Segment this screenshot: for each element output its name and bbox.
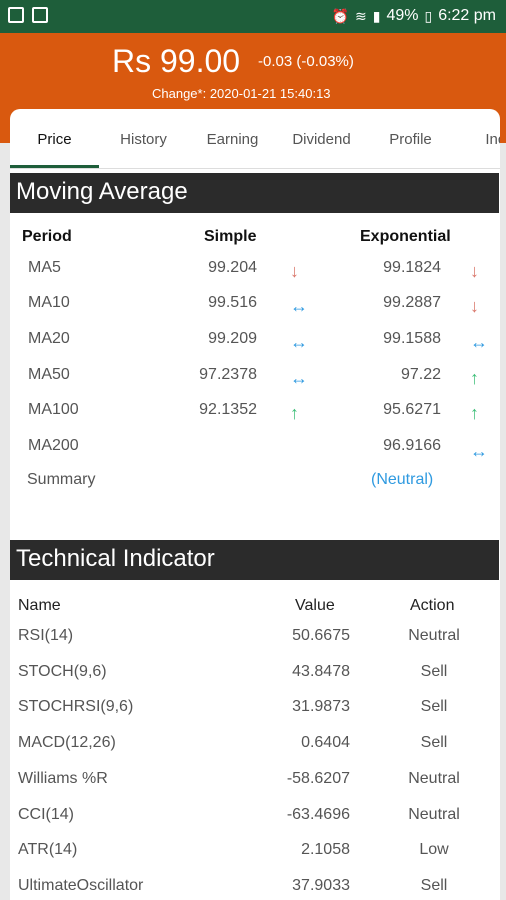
- ma-period: MA10: [28, 294, 70, 311]
- ti-row: STOCH(9,6) 43.8478 Sell: [10, 663, 500, 693]
- indicator-name: RSI(14): [18, 627, 74, 644]
- indicator-action: Sell: [420, 662, 448, 680]
- indicator-name: STOCHRSI(9,6): [18, 698, 134, 716]
- indicator-value: -58.6207: [286, 769, 350, 787]
- current-price: Rs 99.00: [112, 43, 241, 79]
- neutral-arrow-icon: ↔: [470, 332, 488, 352]
- action-header: Action: [410, 597, 455, 614]
- up-arrow-icon: ↑: [290, 403, 299, 423]
- ti-row: CCI(14) -63.4696 Neutral: [10, 806, 500, 836]
- ti-row: UltimateOscillator 37.9033 Sell: [10, 877, 500, 900]
- battery-percent: 49%: [386, 7, 419, 24]
- app-icon: [32, 7, 48, 23]
- image-icon: [8, 7, 24, 23]
- indicator-action: Neutral: [408, 627, 460, 644]
- price-change: -0.03 (-0.03%): [258, 53, 354, 70]
- ma-exponential-value: 99.1824: [383, 259, 441, 276]
- technical-indicator-title: Technical Indicator: [10, 540, 499, 580]
- ma-simple-value: 92.1352: [199, 401, 257, 418]
- ma-row: MA200 96.9166 ↔: [10, 437, 500, 467]
- indicator-value: 50.6675: [292, 627, 350, 644]
- indicator-value: 2.1058: [301, 841, 350, 859]
- indicator-value: 0.6404: [301, 734, 350, 752]
- tab-history[interactable]: History: [120, 131, 167, 148]
- battery-icon: ▯: [424, 7, 433, 24]
- ma-header-row: Period Simple Exponential: [10, 228, 500, 258]
- ma-row: MA5 99.204 99.1824 ↓ ↓: [10, 259, 500, 289]
- indicator-action: Sell: [420, 734, 448, 752]
- status-bar: ⏰ ≋ ▮ 49% ▯ 6:22 pm: [0, 0, 506, 33]
- ma-period: MA200: [28, 437, 79, 454]
- indicator-name: STOCH(9,6): [18, 662, 107, 680]
- tab-price[interactable]: Price: [10, 109, 99, 168]
- ma-summary-row: Summary (Neutral): [10, 471, 500, 501]
- up-arrow-icon: ↑: [470, 403, 479, 423]
- indicator-name: CCI(14): [18, 805, 75, 823]
- alarm-icon: ⏰: [331, 7, 349, 24]
- ma-row: MA10 99.516 99.2887 ↔ ↓: [10, 294, 500, 324]
- neutral-arrow-icon: ↔: [290, 368, 308, 388]
- ma-period: MA100: [28, 401, 79, 418]
- indicator-value: 37.9033: [292, 876, 350, 894]
- simple-header: Simple: [204, 228, 257, 245]
- indicator-action: Sell: [420, 698, 448, 716]
- neutral-arrow-icon: ↔: [470, 441, 488, 461]
- ma-exponential-value: 99.2887: [383, 294, 441, 311]
- ma-exponential-value: 95.6271: [383, 401, 441, 418]
- value-header: Value: [295, 597, 335, 614]
- ma-row: MA20 99.209 99.1588 ↔ ↔: [10, 330, 500, 360]
- ti-row: RSI(14) 50.6675 Neutral: [10, 627, 500, 657]
- ti-row: ATR(14) 2.1058 Low: [10, 841, 500, 871]
- wifi-icon: ≋: [354, 7, 367, 24]
- indicator-action: Low: [419, 841, 449, 859]
- indicator-value: -63.4696: [286, 805, 350, 823]
- period-header: Period: [22, 228, 72, 245]
- indicator-action: Sell: [420, 876, 448, 894]
- ma-simple-value: 99.516: [208, 294, 257, 311]
- indicator-action: Neutral: [408, 769, 460, 787]
- ma-exponential-value: 99.1588: [383, 330, 441, 347]
- down-arrow-icon: ↓: [470, 261, 479, 281]
- ti-row: STOCHRSI(9,6) 31.9873 Sell: [10, 698, 500, 728]
- ma-exponential-value: 96.9166: [383, 437, 441, 454]
- change-timestamp: Change*: 2020-01-21 15:40:13: [152, 86, 331, 101]
- content-card: Price History Earning Dividend Profile I…: [10, 109, 500, 900]
- exponential-header: Exponential: [360, 228, 451, 245]
- ma-simple-value: 99.209: [208, 330, 257, 347]
- indicator-value: 43.8478: [292, 662, 350, 680]
- up-arrow-icon: ↑: [470, 368, 479, 388]
- neutral-arrow-icon: ↔: [290, 296, 308, 316]
- summary-label: Summary: [27, 471, 96, 488]
- summary-value: (Neutral): [371, 471, 434, 488]
- indicator-action: Neutral: [408, 805, 460, 823]
- tab-profile[interactable]: Profile: [389, 131, 432, 148]
- down-arrow-icon: ↓: [290, 261, 299, 281]
- name-header: Name: [18, 597, 61, 614]
- ma-period: MA20: [28, 330, 70, 347]
- ma-period: MA5: [28, 259, 61, 276]
- ti-row: MACD(12,26) 0.6404 Sell: [10, 734, 500, 764]
- signal-icon: ▮: [372, 7, 381, 24]
- indicator-name: Williams %R: [18, 769, 108, 787]
- ma-row: MA100 92.1352 95.6271 ↑ ↑: [10, 401, 500, 431]
- ma-exponential-value: 97.22: [400, 366, 441, 383]
- moving-average-title: Moving Average: [10, 173, 499, 213]
- ma-simple-value: 97.2378: [199, 366, 257, 383]
- ma-simple-value: 99.204: [208, 259, 257, 276]
- indicator-name: ATR(14): [18, 841, 78, 859]
- tab-dividend[interactable]: Dividend: [292, 131, 351, 148]
- indicator-value: 31.9873: [292, 698, 350, 716]
- tab-earning[interactable]: Earning: [206, 131, 259, 148]
- indicator-name: MACD(12,26): [18, 734, 116, 752]
- ti-header-row: Name Value Action: [10, 597, 500, 627]
- ti-row: Williams %R -58.6207 Neutral: [10, 770, 500, 800]
- neutral-arrow-icon: ↔: [290, 332, 308, 352]
- ma-period: MA50: [28, 366, 70, 383]
- clock: 6:22 pm: [438, 7, 496, 24]
- tab-income[interactable]: Inco: [485, 131, 500, 148]
- indicator-name: UltimateOscillator: [18, 876, 144, 894]
- ma-row: MA50 97.2378 97.22 ↔ ↑: [10, 366, 500, 396]
- tab-bar: Price History Earning Dividend Profile I…: [10, 109, 500, 169]
- down-arrow-icon: ↓: [470, 296, 479, 316]
